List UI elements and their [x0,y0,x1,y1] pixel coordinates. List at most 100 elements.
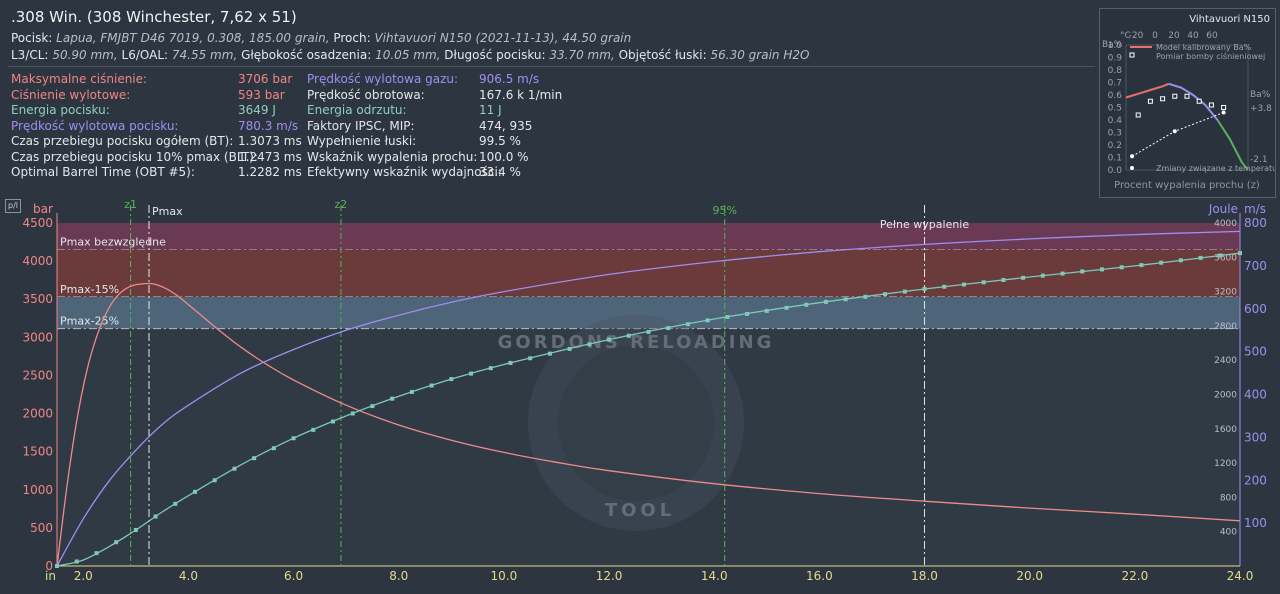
energy-point [843,297,848,302]
stat-value: 100.0 % [479,149,529,164]
stat-value: 474, 935 [479,118,533,133]
mini-bomb-point [1208,102,1214,108]
energy-point [1080,269,1085,274]
energy-point [902,289,907,294]
energy-point [252,456,257,461]
mini-legend-swatch [1130,166,1134,170]
pl-toggle-icon[interactable]: p/l [5,199,21,213]
l6-value: 74.55 mm, [171,48,238,62]
stat-value: 1.2473 ms [238,149,302,164]
energy-point [291,436,296,441]
joule-tick-label: 4000 [1214,219,1237,229]
stat-value: 1.2282 ms [238,165,302,179]
x-tick-label: 12.0 [596,569,623,583]
stat-label: Energia pocisku: [11,103,110,117]
x-tick-label: 4.0 [179,569,198,583]
energy-point [1198,255,1203,260]
mini-top-tick: 60 [1206,31,1218,41]
pressure-curve [56,282,1241,567]
pressure-band-label: Pmax-25% [60,315,119,328]
mini-y-tick: 0.5 [1108,104,1122,114]
watermark-bottom-text: TOOL [605,500,675,521]
ballistics-chart[interactable]: Pmax bezwzględne Pmax-15% Pmax-25% GORDONS … [0,198,1280,594]
stat-value: 593 bar [238,87,285,102]
mini-top-tick: 40 [1187,31,1199,41]
ms-tick-label: 600 [1244,302,1267,316]
pressure-band [57,249,1240,297]
bullet-length-label: Długość pocisku: [444,48,546,62]
energy-point [547,351,552,356]
energy-point [390,396,395,401]
mini-right-label: Ba% [1250,90,1271,100]
energy-point [607,337,612,342]
energy-point [1099,267,1104,272]
mini-bomb-point [1196,98,1202,104]
event-marker-label: z2 [335,198,348,211]
mini-chart-title: Vihtavuori N150 [1189,14,1270,25]
mini-legend-label: Zmiany związane z temperaturą [1156,164,1275,173]
page-title: .308 Win. (308 Winchester, 7,62 x 51) [11,8,297,26]
energy-point [370,404,375,409]
mini-y-tick: 0.4 [1108,116,1123,126]
mini-chart-panel[interactable]: Vihtavuori N150 °C -20 0 20 40 60 Ba% 1.0 0.9 0.8 0… [1099,8,1276,198]
stat-value: 1.3073 ms [238,134,302,148]
x-tick-label: 14.0 [701,569,728,583]
left-tick-label: 500 [30,521,53,535]
energy-point [488,366,493,371]
energy-point [666,326,671,331]
header-panel: .308 Win. (308 Winchester, 7,62 x 51) Po… [0,0,1095,200]
x-tick-label: 24.0 [1227,569,1254,583]
x-tick-label: 2.0 [74,569,93,583]
watermark-top-text: GORDONS RELOADING [498,332,775,353]
energy-point [55,564,59,568]
stat-label: Optimal Barrel Time (OBT #5): [11,165,195,179]
watermark-logo: GORDONS RELOADING TOOL [498,315,775,531]
energy-point [961,282,966,287]
mini-temp-point [1172,129,1177,134]
energy-point [1238,251,1242,256]
left-tick-label: 4000 [22,254,53,268]
bullet-value: Lapua, FMJBT D46 7019, 0.308, 185.00 gra… [56,31,330,45]
left-tick-label: 3500 [22,292,53,306]
powder-label: Proch: [333,31,371,45]
energy-point [1178,258,1183,263]
mini-x-label: Procent wypalenia prochu (z) [1114,180,1260,191]
x-tick-label: 20.0 [1016,569,1043,583]
ms-axis-label: m/s [1244,202,1266,216]
mini-y-tick: 0.9 [1108,54,1123,64]
stat-value: 3706 bar [238,72,293,86]
mini-top-tick: 0 [1152,31,1158,41]
energy-point [94,551,99,556]
mini-top-tick: -20 [1129,31,1144,41]
x-axis-unit: in [45,569,56,583]
energy-point [823,299,828,304]
mini-model-curve [1216,119,1249,171]
energy-point [922,287,927,292]
depth-label: Głębokość osadzenia: [241,48,372,62]
energy-point [883,292,888,297]
energy-point [1139,263,1144,268]
energy-point [1021,275,1026,280]
stat-value: 33.4 % [479,165,521,179]
bullet-label: Pocisk: [11,31,53,45]
mini-legend-swatch [1129,52,1135,58]
energy-point [1040,273,1045,278]
stat-label: Prędkość wylotowa gazu: [307,72,459,86]
mini-bomb-point [1221,105,1227,110]
energy-point [804,302,809,307]
mini-temp-point [1130,154,1135,159]
energy-point [942,284,947,289]
stat-value: 11 J [479,103,502,117]
l6-label: L6/OAL: [121,48,169,62]
l3-value: 50.90 mm, [52,48,118,62]
mini-temp-point [1221,110,1226,115]
mini-legend-label: Pomiar bomby ciśnieniowej [1156,51,1265,61]
mini-bomb-point [1172,93,1178,99]
mini-model-curve [1168,82,1219,121]
mini-y-tick: 0.8 [1108,66,1123,76]
ms-tick-label: 700 [1244,259,1267,273]
mini-bomb-point [1135,112,1141,118]
energy-point [1159,260,1164,265]
stat-label: Ciśnienie wylotowe: [11,87,131,102]
mini-bomb-point [1184,93,1190,99]
